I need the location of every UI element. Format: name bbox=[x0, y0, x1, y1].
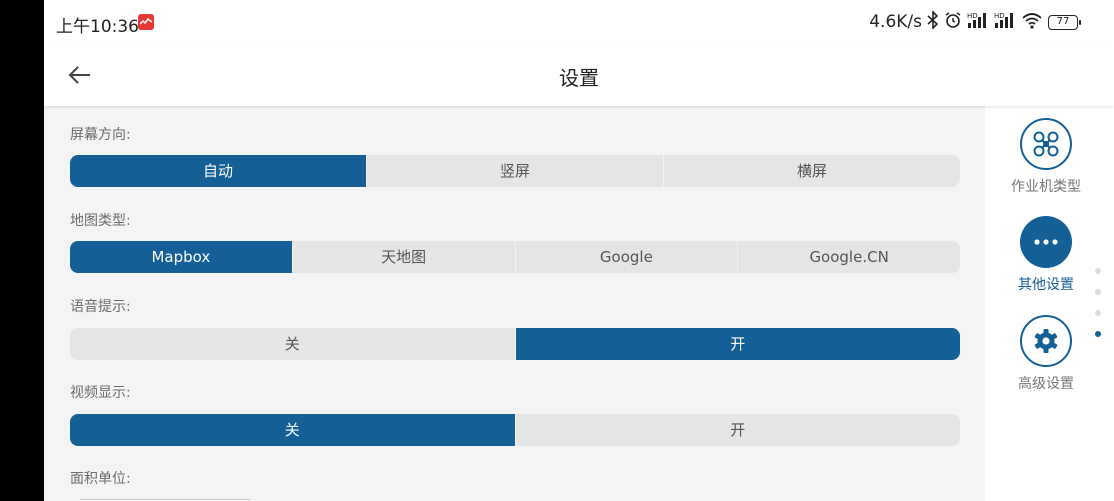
sidebar-item-advanced-settings[interactable]: 高级设置 bbox=[985, 315, 1107, 393]
map-type-label: 地图类型: bbox=[70, 213, 131, 229]
status-time: 上午10:36 bbox=[56, 17, 139, 37]
sidebar-item-aircraft-type[interactable]: 作业机类型 bbox=[985, 118, 1107, 196]
hd-signal-2-icon: HD bbox=[994, 11, 1016, 33]
bluetooth-icon bbox=[927, 10, 939, 33]
status-bar: 上午10:36 4.6K/s HD HD 77 bbox=[44, 0, 1114, 44]
video-option-off[interactable]: 关 bbox=[70, 414, 515, 446]
page-title: 设置 bbox=[559, 66, 599, 90]
settings-screen: 上午10:36 4.6K/s HD HD 77 bbox=[44, 0, 1114, 501]
screen-orientation-segmented-control: 自动 竖屏 横屏 bbox=[70, 155, 960, 187]
video-display-label: 视频显示: bbox=[70, 385, 131, 401]
drone-icon bbox=[1020, 118, 1072, 170]
wifi-icon bbox=[1021, 11, 1043, 33]
alarm-clock-icon bbox=[944, 11, 962, 33]
sidebar-label-aircraft-type: 作业机类型 bbox=[1011, 179, 1081, 195]
voice-option-on[interactable]: 开 bbox=[514, 328, 960, 360]
settings-category-sidebar: 作业机类型 其他设置 高级设置 bbox=[985, 106, 1114, 501]
video-option-on[interactable]: 开 bbox=[514, 414, 961, 446]
map-option-mapbox[interactable]: Mapbox bbox=[70, 241, 292, 273]
area-unit-segmented-control[interactable] bbox=[80, 499, 250, 501]
title-bar: 设置 bbox=[44, 44, 1114, 106]
settings-content[interactable]: 屏幕方向: 自动 竖屏 横屏 地图类型: Mapbox 天地图 Google G… bbox=[44, 106, 985, 501]
sidebar-label-advanced-settings: 高级设置 bbox=[1018, 376, 1074, 392]
svg-text:HD: HD bbox=[994, 12, 1005, 20]
network-speed: 4.6K/s bbox=[869, 12, 922, 32]
page-indicator-dot bbox=[1095, 268, 1101, 274]
map-option-google-cn[interactable]: Google.CN bbox=[737, 241, 960, 273]
more-dots-icon bbox=[1020, 216, 1072, 268]
orientation-option-portrait[interactable]: 竖屏 bbox=[366, 155, 663, 187]
area-unit-label: 面积单位: bbox=[70, 471, 131, 487]
page-indicator bbox=[1095, 268, 1103, 352]
video-display-segmented-control: 关 开 bbox=[70, 414, 960, 446]
map-type-segmented-control: Mapbox 天地图 Google Google.CN bbox=[70, 241, 960, 273]
map-option-tianditu[interactable]: 天地图 bbox=[291, 241, 515, 273]
page-indicator-dot bbox=[1095, 310, 1101, 316]
svg-text:HD: HD bbox=[967, 12, 978, 20]
page-indicator-dot-active bbox=[1095, 331, 1101, 337]
map-option-google[interactable]: Google bbox=[514, 241, 738, 273]
voice-prompt-segmented-control: 关 开 bbox=[70, 328, 960, 360]
page-indicator-dot bbox=[1095, 289, 1101, 295]
status-indicators: 4.6K/s HD HD 77 bbox=[869, 10, 1081, 33]
screen-orientation-label: 屏幕方向: bbox=[70, 127, 131, 143]
hd-signal-1-icon: HD bbox=[967, 11, 989, 33]
sidebar-label-other-settings: 其他设置 bbox=[1018, 277, 1074, 293]
notification-app-icon bbox=[138, 14, 154, 30]
sidebar-item-other-settings[interactable]: 其他设置 bbox=[985, 216, 1107, 294]
voice-prompt-label: 语音提示: bbox=[70, 299, 131, 315]
voice-option-off[interactable]: 关 bbox=[284, 335, 300, 353]
orientation-option-landscape[interactable]: 横屏 bbox=[663, 155, 960, 187]
battery-icon: 77 bbox=[1048, 14, 1081, 30]
orientation-option-auto[interactable]: 自动 bbox=[70, 155, 366, 187]
gear-icon bbox=[1020, 315, 1072, 367]
back-arrow-icon[interactable] bbox=[66, 61, 94, 89]
